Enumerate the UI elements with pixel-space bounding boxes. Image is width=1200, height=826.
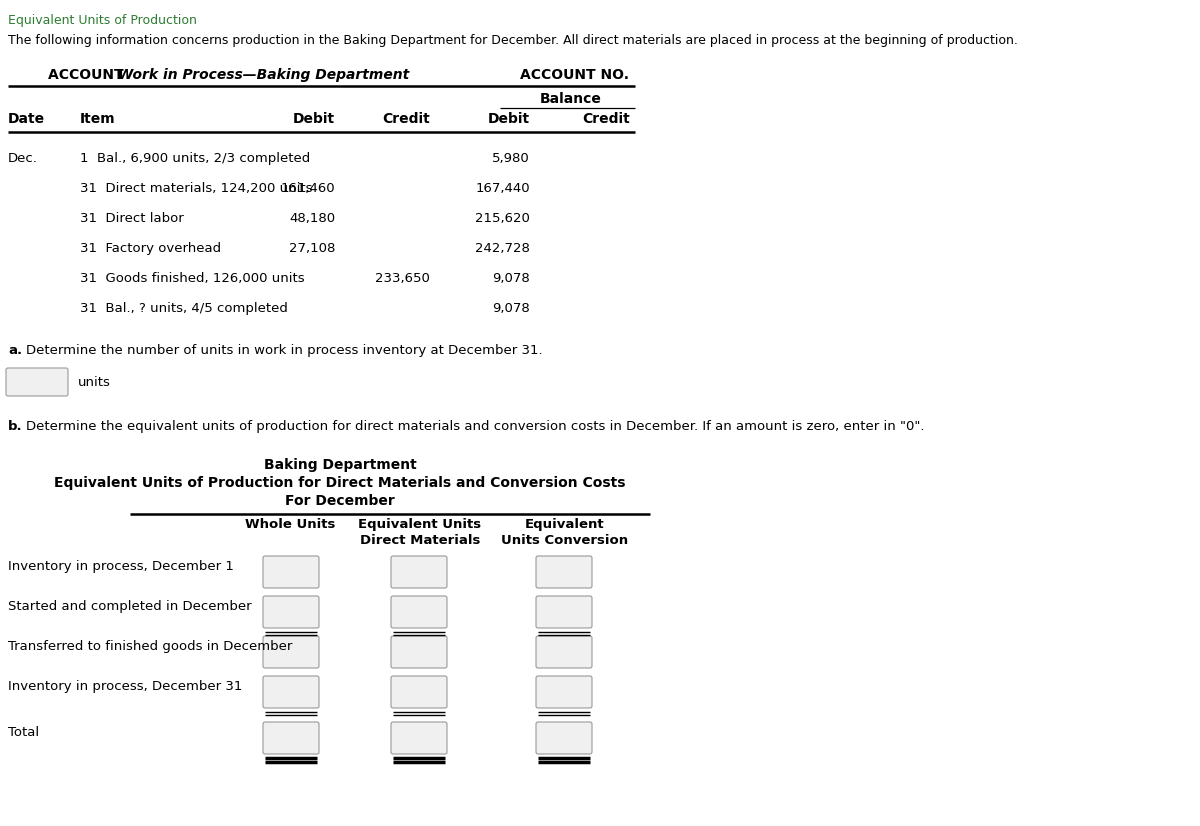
Text: Direct Materials: Direct Materials — [360, 534, 480, 547]
Text: Whole Units: Whole Units — [245, 518, 335, 531]
Text: 48,180: 48,180 — [289, 212, 335, 225]
Text: Item: Item — [80, 112, 115, 126]
Text: 161,460: 161,460 — [281, 182, 335, 195]
Text: Debit: Debit — [293, 112, 335, 126]
Text: 1  Bal., 6,900 units, 2/3 completed: 1 Bal., 6,900 units, 2/3 completed — [80, 152, 311, 165]
Text: Inventory in process, December 31: Inventory in process, December 31 — [8, 680, 242, 693]
Text: Dec.: Dec. — [8, 152, 38, 165]
FancyBboxPatch shape — [391, 596, 446, 628]
Text: Inventory in process, December 1: Inventory in process, December 1 — [8, 560, 234, 573]
Text: 167,440: 167,440 — [475, 182, 530, 195]
FancyBboxPatch shape — [263, 676, 319, 708]
FancyBboxPatch shape — [391, 722, 446, 754]
Text: Work in Process—Baking Department: Work in Process—Baking Department — [118, 68, 409, 82]
Text: 9,078: 9,078 — [492, 302, 530, 315]
Text: Total: Total — [8, 726, 40, 739]
FancyBboxPatch shape — [536, 722, 592, 754]
Text: Determine the equivalent units of production for direct materials and conversion: Determine the equivalent units of produc… — [26, 420, 924, 433]
Text: 31  Direct materials, 124,200 units: 31 Direct materials, 124,200 units — [80, 182, 312, 195]
Text: Date: Date — [8, 112, 46, 126]
Text: 242,728: 242,728 — [475, 242, 530, 255]
Text: Equivalent Units of Production for Direct Materials and Conversion Costs: Equivalent Units of Production for Direc… — [54, 476, 625, 490]
Text: 31  Factory overhead: 31 Factory overhead — [80, 242, 221, 255]
Text: units: units — [78, 376, 110, 388]
Text: Started and completed in December: Started and completed in December — [8, 600, 252, 613]
Text: Units Conversion: Units Conversion — [502, 534, 629, 547]
Text: Equivalent: Equivalent — [526, 518, 605, 531]
Text: 31  Bal., ? units, 4/5 completed: 31 Bal., ? units, 4/5 completed — [80, 302, 288, 315]
Text: Determine the number of units in work in process inventory at December 31.: Determine the number of units in work in… — [26, 344, 542, 357]
Text: Baking Department: Baking Department — [264, 458, 416, 472]
Text: 27,108: 27,108 — [289, 242, 335, 255]
FancyBboxPatch shape — [391, 556, 446, 588]
FancyBboxPatch shape — [6, 368, 68, 396]
FancyBboxPatch shape — [536, 556, 592, 588]
FancyBboxPatch shape — [536, 676, 592, 708]
FancyBboxPatch shape — [391, 676, 446, 708]
FancyBboxPatch shape — [536, 636, 592, 668]
Text: Credit: Credit — [383, 112, 430, 126]
Text: 215,620: 215,620 — [475, 212, 530, 225]
FancyBboxPatch shape — [536, 596, 592, 628]
Text: Transferred to finished goods in December: Transferred to finished goods in Decembe… — [8, 640, 293, 653]
Text: 31  Goods finished, 126,000 units: 31 Goods finished, 126,000 units — [80, 272, 305, 285]
Text: 9,078: 9,078 — [492, 272, 530, 285]
Text: 31  Direct labor: 31 Direct labor — [80, 212, 184, 225]
FancyBboxPatch shape — [263, 596, 319, 628]
FancyBboxPatch shape — [391, 636, 446, 668]
Text: 233,650: 233,650 — [376, 272, 430, 285]
Text: a.: a. — [8, 344, 22, 357]
FancyBboxPatch shape — [263, 722, 319, 754]
Text: ACCOUNT NO.: ACCOUNT NO. — [520, 68, 629, 82]
Text: ACCOUNT: ACCOUNT — [48, 68, 128, 82]
Text: The following information concerns production in the Baking Department for Decem: The following information concerns produ… — [8, 34, 1018, 47]
Text: Credit: Credit — [582, 112, 630, 126]
Text: Debit: Debit — [488, 112, 530, 126]
Text: Equivalent Units: Equivalent Units — [359, 518, 481, 531]
Text: b.: b. — [8, 420, 23, 433]
Text: 5,980: 5,980 — [492, 152, 530, 165]
Text: For December: For December — [286, 494, 395, 508]
Text: Balance: Balance — [540, 92, 602, 106]
FancyBboxPatch shape — [263, 636, 319, 668]
Text: Equivalent Units of Production: Equivalent Units of Production — [8, 14, 197, 27]
FancyBboxPatch shape — [263, 556, 319, 588]
